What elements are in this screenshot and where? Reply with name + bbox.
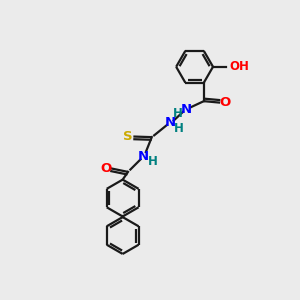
Text: O: O xyxy=(101,162,112,175)
Text: H: H xyxy=(147,155,157,168)
Text: S: S xyxy=(123,130,133,143)
Text: OH: OH xyxy=(230,60,249,73)
Text: H: H xyxy=(173,107,183,120)
Text: H: H xyxy=(174,122,184,135)
Text: N: N xyxy=(181,103,192,116)
Text: O: O xyxy=(219,96,230,109)
Text: N: N xyxy=(138,150,149,163)
Text: N: N xyxy=(165,116,176,129)
